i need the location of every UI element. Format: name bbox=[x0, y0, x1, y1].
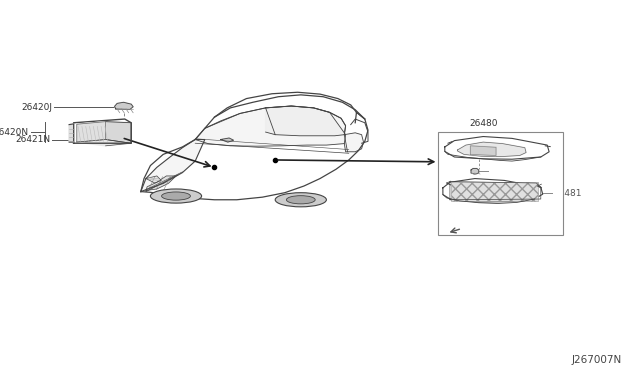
Polygon shape bbox=[266, 106, 346, 136]
Polygon shape bbox=[115, 102, 133, 109]
Bar bbox=[438, 132, 563, 235]
Text: 26480: 26480 bbox=[469, 119, 497, 128]
Polygon shape bbox=[77, 122, 106, 142]
Polygon shape bbox=[221, 138, 234, 142]
Ellipse shape bbox=[150, 189, 202, 203]
Polygon shape bbox=[69, 124, 74, 142]
Polygon shape bbox=[470, 146, 496, 155]
Text: 26420J: 26420J bbox=[22, 103, 52, 112]
Polygon shape bbox=[443, 179, 543, 202]
Text: 26421N: 26421N bbox=[15, 135, 51, 144]
Text: 26590A: 26590A bbox=[489, 167, 524, 176]
Polygon shape bbox=[146, 176, 176, 190]
Text: 26481: 26481 bbox=[553, 189, 582, 198]
Text: 26420N: 26420N bbox=[0, 128, 29, 137]
Polygon shape bbox=[141, 140, 205, 192]
Polygon shape bbox=[146, 176, 161, 183]
Polygon shape bbox=[77, 140, 131, 146]
Bar bbox=[451, 182, 538, 201]
Text: FRONT: FRONT bbox=[465, 224, 498, 234]
Polygon shape bbox=[445, 137, 549, 159]
Ellipse shape bbox=[275, 193, 326, 207]
Ellipse shape bbox=[161, 192, 191, 200]
Polygon shape bbox=[195, 106, 346, 146]
Polygon shape bbox=[458, 142, 526, 157]
Text: J267007N: J267007N bbox=[572, 355, 622, 365]
Polygon shape bbox=[106, 122, 131, 143]
Polygon shape bbox=[471, 169, 479, 174]
Polygon shape bbox=[74, 119, 131, 143]
Polygon shape bbox=[344, 133, 364, 152]
Ellipse shape bbox=[287, 196, 315, 204]
